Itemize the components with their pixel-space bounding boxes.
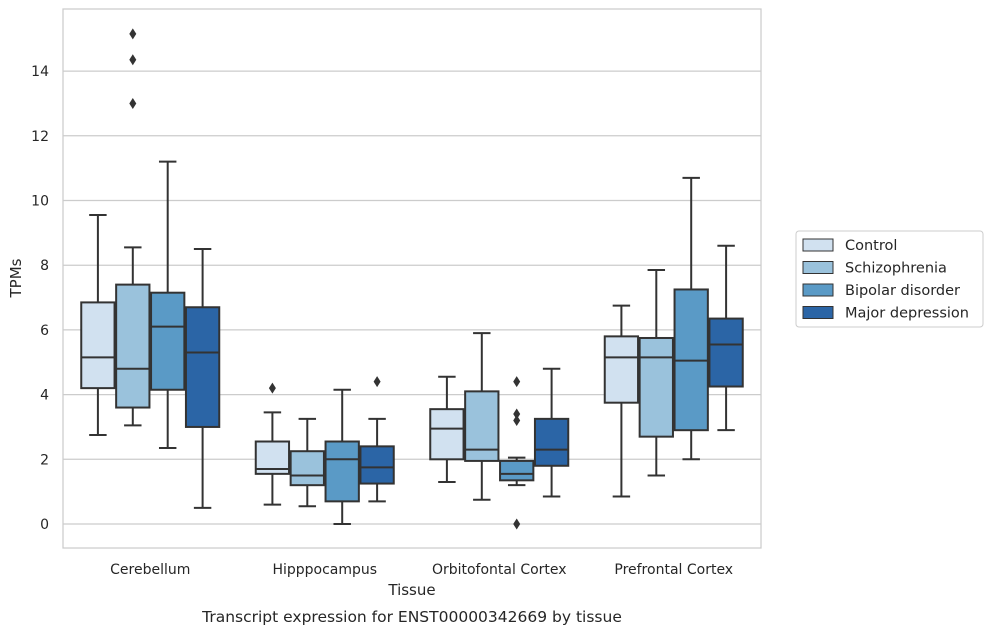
- x-tick-label-cerebellum: Cerebellum: [110, 562, 190, 578]
- legend: Control Schizophrenia Bipolar disorder Majo…: [795, 230, 984, 328]
- x-tick-label-orbitofontal-cortex: Orbitofontal Cortex: [432, 562, 567, 578]
- outlier-orbitofontal-cortex-bipolar-disorder-1: [513, 414, 521, 426]
- y-tick-label-12: 12: [31, 129, 49, 145]
- legend-label-bipolar-disorder: Bipolar disorder: [845, 283, 960, 299]
- x-axis-title: Tissue: [387, 581, 435, 599]
- iqr-box-prefrontal-cortex-schizophrenia: [638, 336, 674, 438]
- outlier-orbitofontal-cortex-bipolar-disorder-2: [513, 408, 521, 420]
- box-prefrontal-cortex-control: [603, 304, 640, 498]
- iqr-box-hipppocampus-bipolar-disorder: [324, 440, 360, 503]
- box-prefrontal-cortex-major-depression: [708, 244, 744, 432]
- iqr-box-cerebellum-schizophrenia: [115, 283, 151, 409]
- outlier-orbitofontal-cortex-bipolar-disorder-0: [513, 518, 521, 530]
- iqr-box-cerebellum-control: [80, 301, 116, 390]
- legend-frame: [795, 230, 984, 328]
- legend-swatch-control: [802, 238, 834, 252]
- x-tick-labels: Cerebellum Hipppocampus Orbitofontal Corte…: [110, 562, 733, 578]
- legend-swatch-schizophrenia: [802, 261, 834, 274]
- iqr-box-prefrontal-cortex-control: [603, 335, 640, 404]
- box-orbitofontal-cortex-control: [429, 375, 465, 483]
- y-tick-label-0: 0: [40, 517, 49, 533]
- boxes-layer: [80, 28, 744, 530]
- box-cerebellum-bipolar-disorder: [150, 160, 186, 449]
- box-hipppocampus-control: [254, 382, 291, 506]
- legend-label-control: Control: [845, 238, 897, 254]
- iqr-box-orbitofontal-cortex-bipolar-disorder: [499, 459, 535, 482]
- y-tick-label-6: 6: [40, 323, 49, 339]
- y-tick-label-4: 4: [40, 388, 49, 404]
- outlier-hipppocampus-control-0: [268, 382, 276, 394]
- box-cerebellum-control: [80, 214, 116, 437]
- y-tick-label-14: 14: [31, 64, 49, 80]
- x-tick-label-hipppocampus: Hipppocampus: [272, 562, 377, 578]
- legend-label-major-depression: Major depression: [845, 306, 969, 322]
- y-tick-label-10: 10: [31, 194, 49, 210]
- plot-area-frame: [62, 8, 762, 549]
- chart-caption: Transcript expression for ENST0000034266…: [201, 608, 622, 626]
- outlier-cerebellum-schizophrenia-1: [129, 54, 137, 66]
- legend-swatch-major-depression: [802, 306, 834, 319]
- y-tick-label-8: 8: [40, 258, 49, 274]
- outlier-orbitofontal-cortex-bipolar-disorder-3: [513, 376, 521, 388]
- box-hipppocampus-schizophrenia: [289, 417, 325, 508]
- box-cerebellum-major-depression: [184, 248, 221, 509]
- iqr-box-cerebellum-major-depression: [184, 306, 221, 428]
- box-prefrontal-cortex-bipolar-disorder: [673, 176, 709, 461]
- outlier-cerebellum-schizophrenia-0: [129, 97, 137, 109]
- iqr-box-cerebellum-bipolar-disorder: [150, 291, 186, 391]
- outlier-cerebellum-schizophrenia-2: [129, 28, 137, 40]
- box-orbitofontal-cortex-schizophrenia: [464, 332, 500, 501]
- y-axis-title: TPMs: [7, 258, 25, 298]
- iqr-box-prefrontal-cortex-major-depression: [708, 317, 744, 388]
- legend-label-schizophrenia: Schizophrenia: [845, 261, 947, 277]
- outlier-hipppocampus-major-depression-0: [373, 376, 381, 388]
- iqr-box-hipppocampus-schizophrenia: [289, 450, 325, 487]
- y-tick-labels: 0 2 4 6 8 10 12 14: [31, 64, 49, 533]
- box-cerebellum-schizophrenia: [115, 28, 151, 427]
- iqr-box-hipppocampus-major-depression: [359, 445, 395, 485]
- box-orbitofontal-cortex-bipolar-disorder: [499, 376, 535, 530]
- legend-swatch-bipolar-disorder: [802, 283, 834, 297]
- box-prefrontal-cortex-schizophrenia: [638, 269, 674, 477]
- box-hipppocampus-bipolar-disorder: [324, 388, 360, 525]
- y-tick-label-2: 2: [40, 452, 49, 468]
- box-orbitofontal-cortex-major-depression: [533, 367, 570, 498]
- iqr-box-orbitofontal-cortex-major-depression: [533, 417, 570, 467]
- x-tick-label-prefrontal-cortex: Prefrontal Cortex: [614, 562, 733, 578]
- box-hipppocampus-major-depression: [359, 376, 395, 503]
- iqr-box-orbitofontal-cortex-control: [429, 408, 465, 461]
